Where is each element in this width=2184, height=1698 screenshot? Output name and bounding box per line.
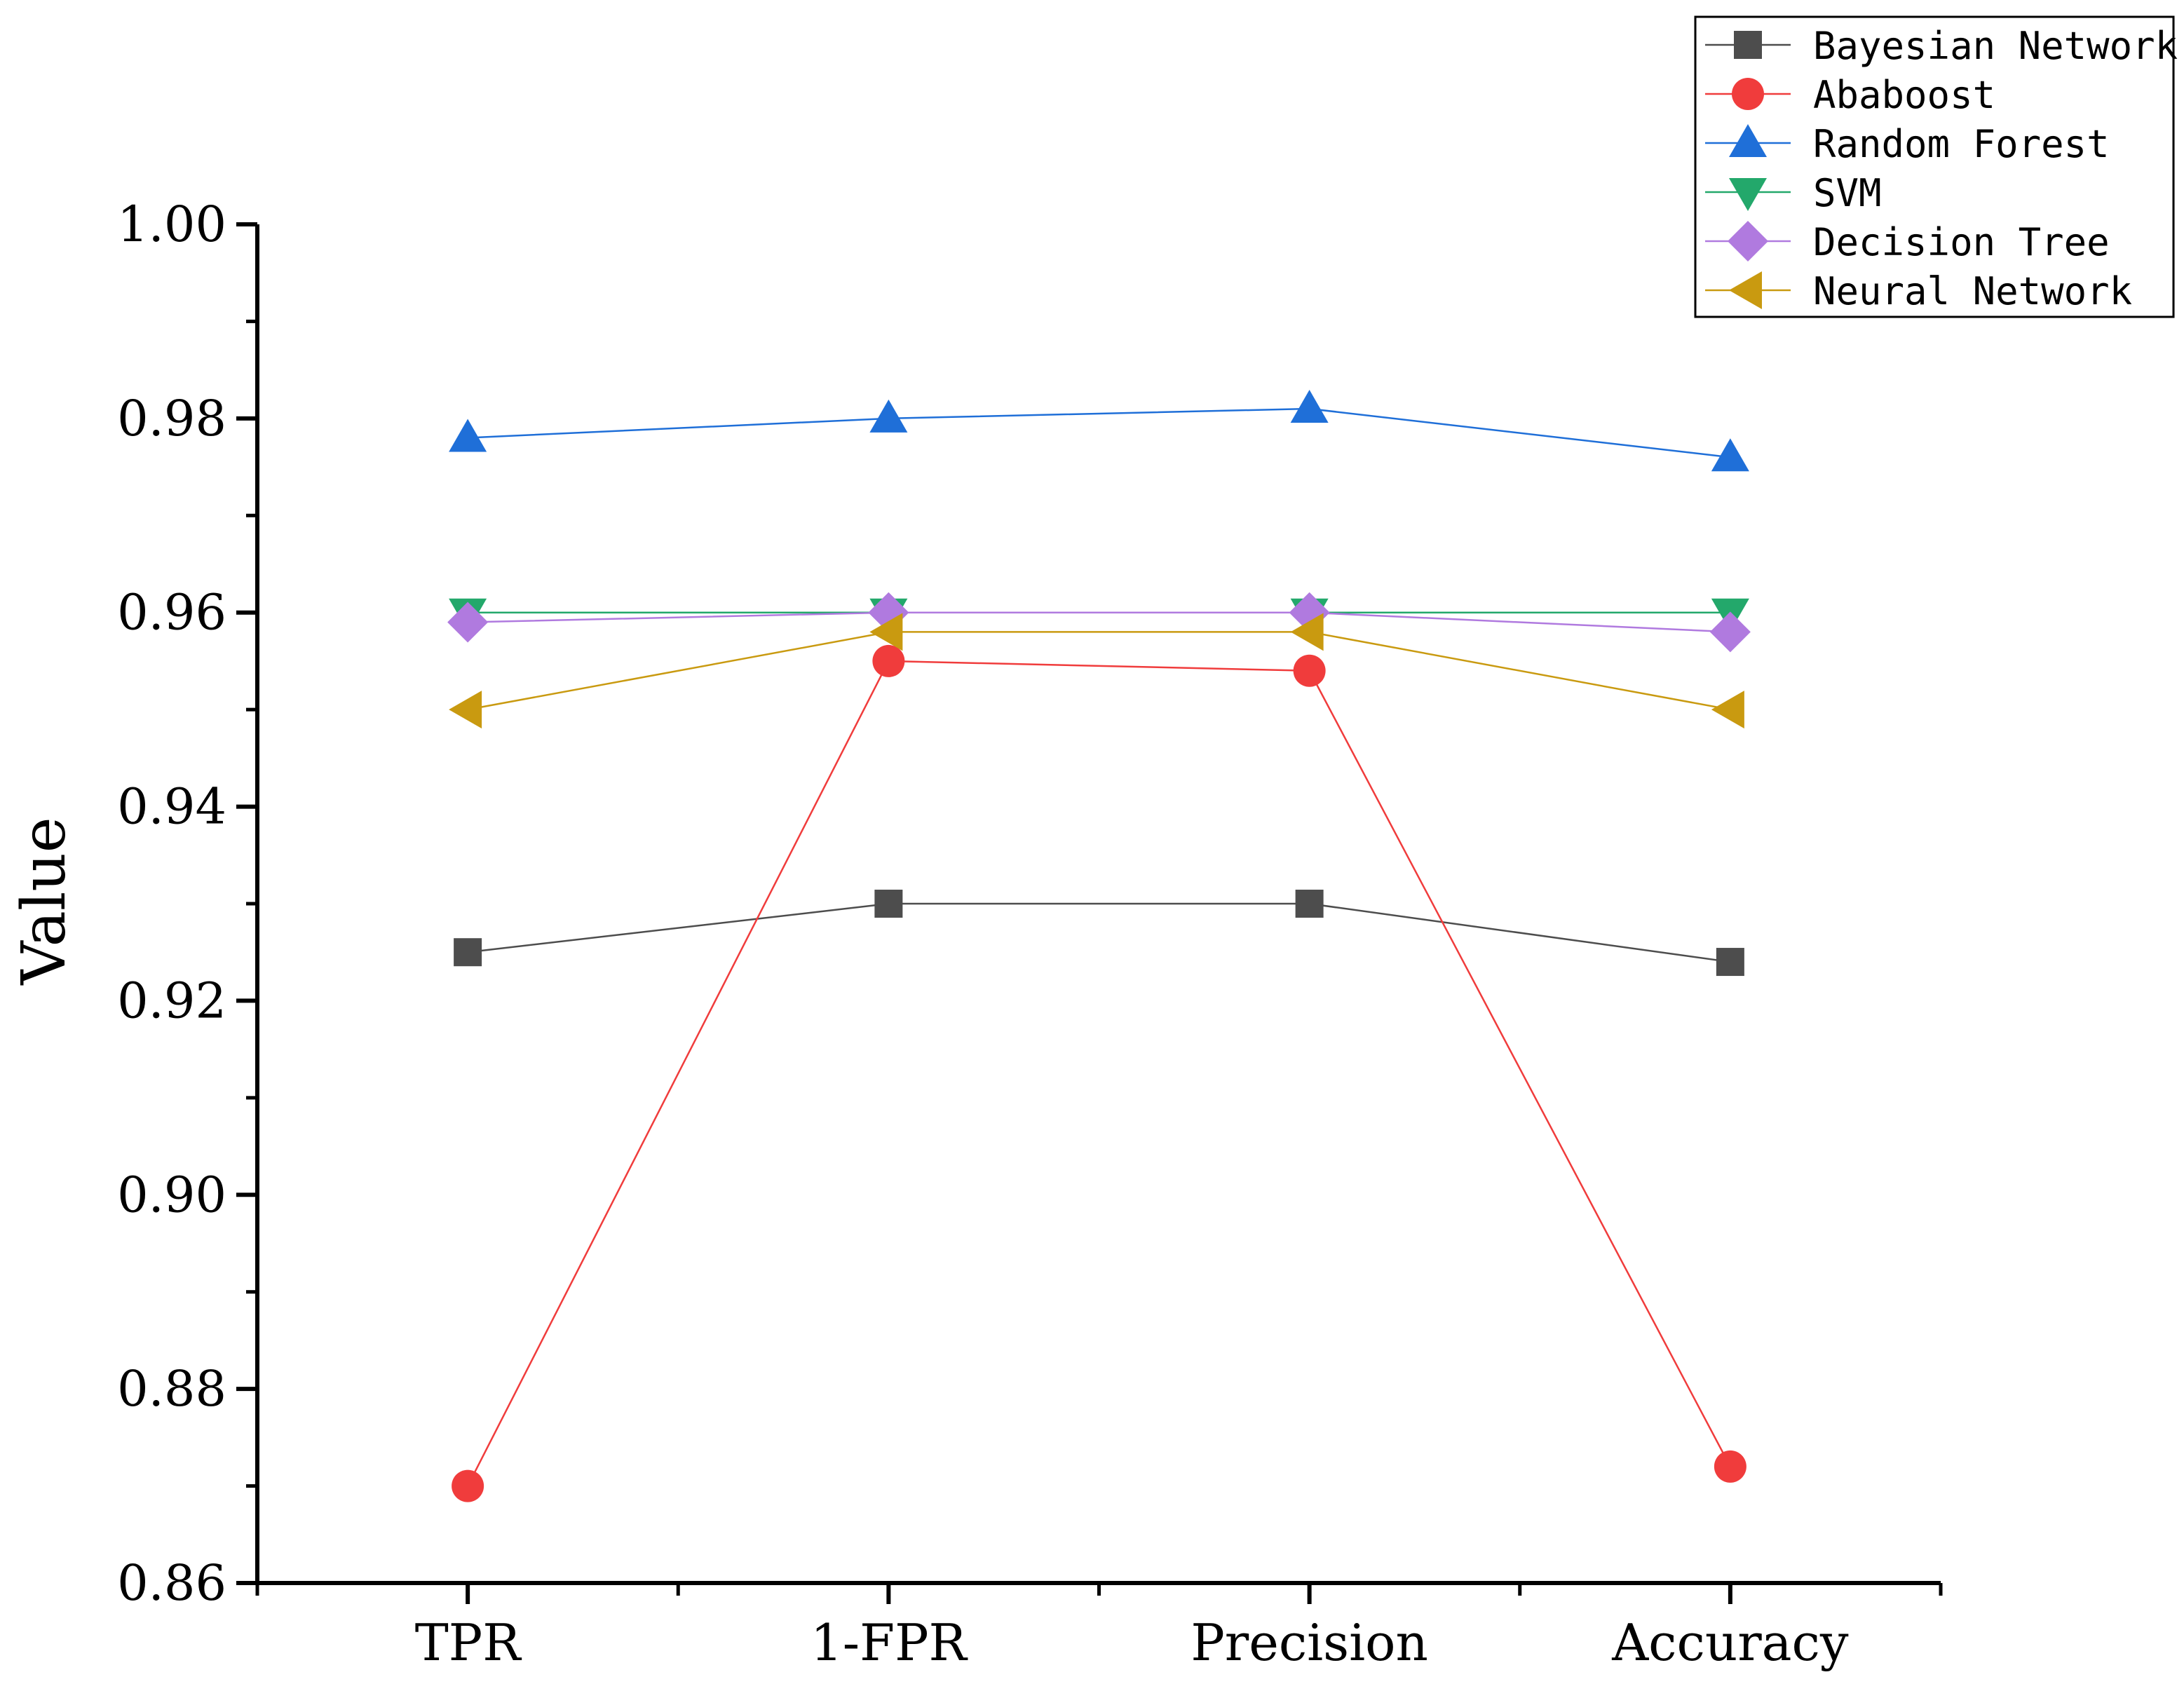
series-neural-network bbox=[449, 613, 1744, 729]
series-random-forest bbox=[449, 390, 1749, 472]
series-line bbox=[468, 611, 1730, 633]
legend-label: Neural Network bbox=[1813, 269, 2132, 313]
y-tick-label: 1.00 bbox=[117, 196, 226, 253]
legend-entry: Random Forest bbox=[1705, 122, 2110, 166]
legend-label: Ababoost bbox=[1813, 73, 1995, 117]
data-point bbox=[1716, 948, 1744, 977]
data-point bbox=[1290, 390, 1329, 423]
data-point bbox=[452, 1469, 484, 1502]
series-bayesian-network bbox=[454, 890, 1744, 977]
data-point bbox=[1711, 438, 1749, 472]
data-point bbox=[447, 602, 489, 643]
data-point bbox=[1293, 654, 1326, 687]
y-tick-label: 0.96 bbox=[117, 584, 226, 641]
y-tick-label: 0.94 bbox=[117, 778, 226, 836]
data-point bbox=[872, 644, 905, 677]
x-ticks: TPR 1-FPR Precision Accuracy bbox=[255, 1583, 1943, 1672]
data-point bbox=[874, 890, 903, 918]
y-tick-label: 0.88 bbox=[117, 1360, 226, 1418]
series-line bbox=[467, 660, 1731, 1487]
data-point bbox=[449, 419, 487, 452]
legend-label: SVM bbox=[1813, 171, 1882, 215]
legend: Bayesian Network Ababoost Random Forest SVM… bbox=[1694, 15, 2178, 318]
y-tick-label: 0.92 bbox=[117, 972, 226, 1029]
data-point bbox=[1714, 1450, 1746, 1483]
x-tick-label: Precision bbox=[1191, 1613, 1428, 1672]
legend-marker bbox=[1729, 271, 1762, 309]
series-line bbox=[467, 902, 1731, 963]
series-line bbox=[468, 407, 1731, 459]
data-point bbox=[449, 691, 482, 729]
data-point bbox=[1711, 691, 1744, 729]
legend-marker bbox=[1729, 124, 1767, 157]
y-tick-label: 0.98 bbox=[117, 390, 226, 447]
y-tick-label: 0.86 bbox=[117, 1554, 226, 1612]
series-line bbox=[467, 631, 1731, 711]
legend-label: Decision Tree bbox=[1813, 220, 2110, 264]
legend-label: Random Forest bbox=[1813, 122, 2110, 166]
y-tick-label: 0.90 bbox=[117, 1166, 226, 1223]
series-layer bbox=[447, 390, 1751, 1502]
legend-entry: Bayesian Network bbox=[1705, 24, 2178, 68]
data-point bbox=[1295, 890, 1324, 918]
y-ticks: 0.86 0.88 0.90 0.92 0.94 0.96 0.98 1.00 bbox=[117, 196, 257, 1612]
legend-marker bbox=[1728, 221, 1768, 262]
series-decision-tree bbox=[447, 592, 1751, 653]
x-tick-label: TPR bbox=[415, 1613, 522, 1672]
data-point bbox=[1709, 611, 1751, 653]
x-tick-label: 1-FPR bbox=[810, 1613, 968, 1672]
data-point bbox=[454, 938, 482, 967]
legend-entry: Decision Tree bbox=[1705, 220, 2110, 264]
legend-marker bbox=[1734, 31, 1762, 59]
x-tick-label: Accuracy bbox=[1611, 1613, 1849, 1672]
legend-entry: SVM bbox=[1705, 171, 1882, 215]
data-point bbox=[1290, 613, 1324, 651]
legend-entry: Ababoost bbox=[1705, 73, 1995, 117]
legend-marker bbox=[1732, 78, 1764, 110]
y-axis-label: Value bbox=[9, 817, 79, 985]
legend-box bbox=[1694, 15, 2175, 318]
series-ababoost bbox=[452, 644, 1746, 1502]
data-point bbox=[869, 399, 908, 433]
legend-marker bbox=[1729, 178, 1767, 211]
data-point bbox=[869, 613, 903, 651]
legend-label: Bayesian Network bbox=[1813, 24, 2178, 68]
legend-entry: Neural Network bbox=[1705, 269, 2132, 313]
